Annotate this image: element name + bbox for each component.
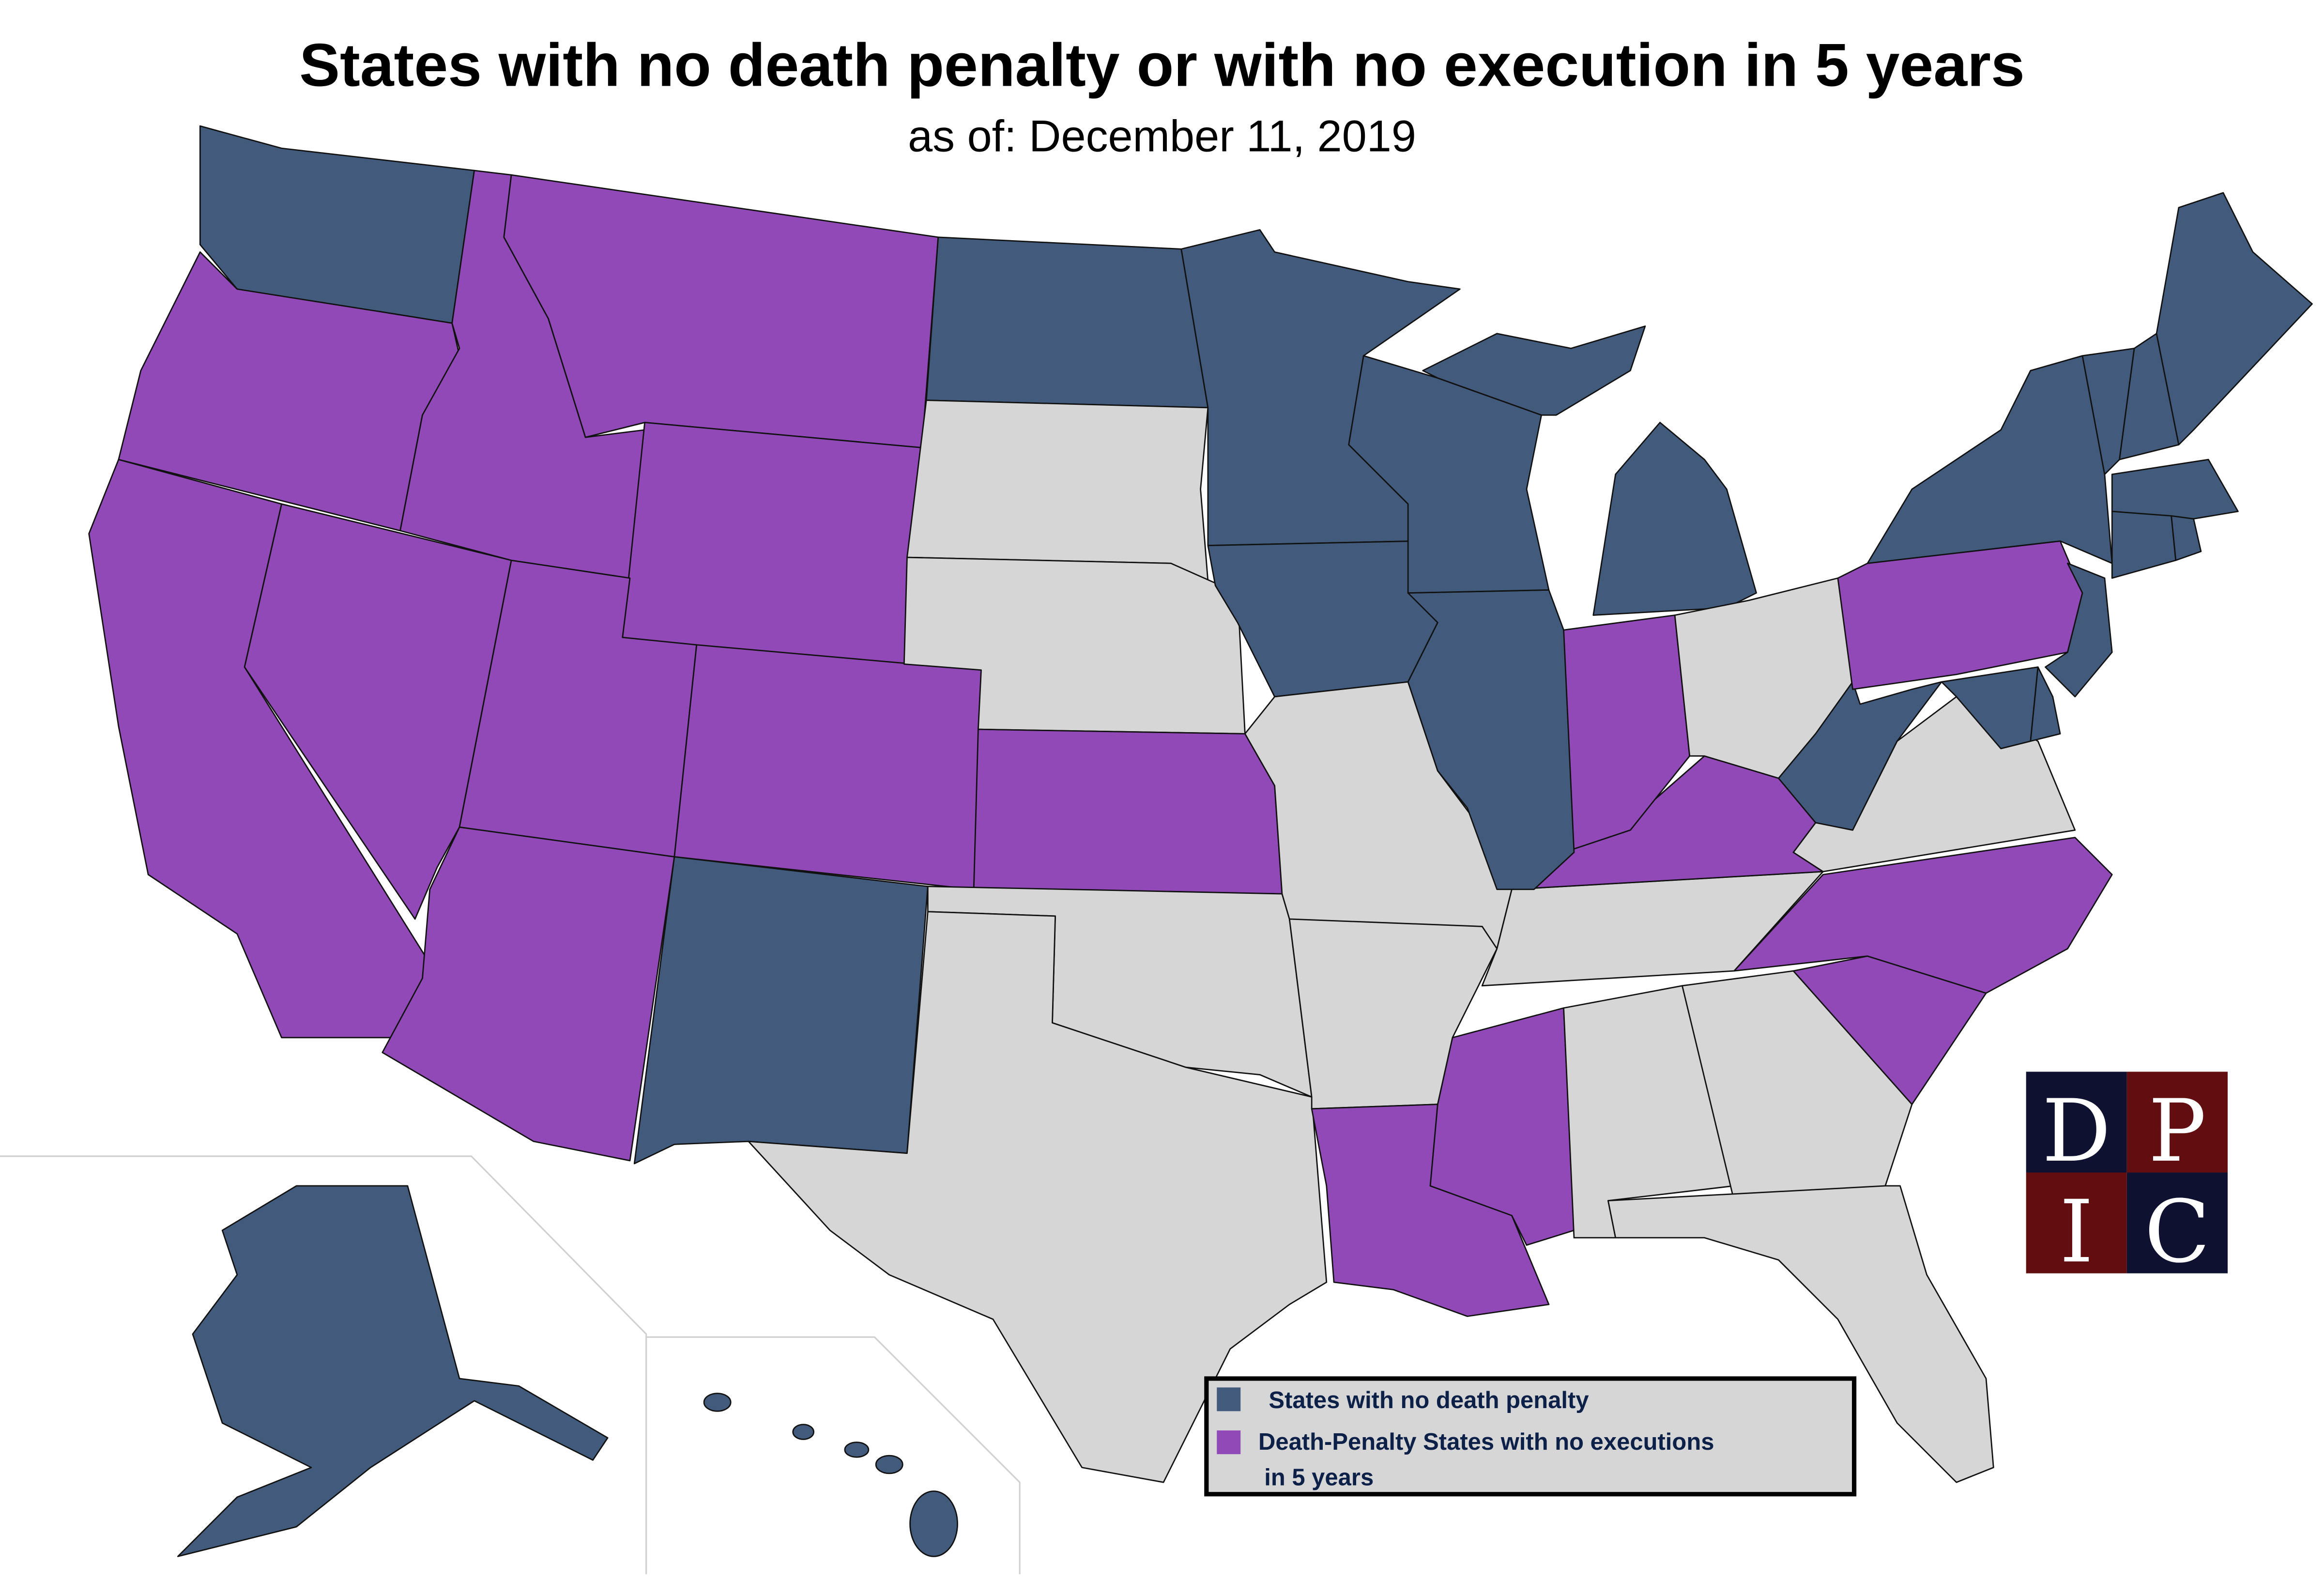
state-ri	[2171, 515, 2202, 561]
map-subtitle: as of: December 11, 2019	[908, 111, 1416, 161]
state-mi	[1592, 422, 1757, 616]
inset-dividers	[0, 1155, 1021, 1575]
state-hi-island	[844, 1442, 870, 1458]
legend-box	[1204, 1376, 1857, 1497]
state-hi-island	[909, 1490, 958, 1557]
state-sd	[906, 399, 1209, 582]
legend-label-no-executions-line2: in 5 years	[1264, 1464, 1374, 1490]
state-ks	[973, 728, 1283, 895]
legend: States with no death penalty Death-Penal…	[1204, 1376, 1857, 1497]
state-ga	[1682, 970, 1913, 1202]
state-tn	[1481, 871, 1824, 987]
state-tx	[748, 911, 1328, 1483]
legend-swatch-no-executions	[1217, 1430, 1241, 1455]
state-fl	[1607, 1185, 1994, 1483]
legend-label-no-death-penalty: States with no death penalty	[1269, 1387, 1589, 1413]
legend-label-no-executions: Death-Penalty States with no executions	[1258, 1429, 1714, 1455]
map-title: States with no death penalty or with no …	[299, 31, 2025, 99]
state-il	[1407, 589, 1575, 890]
state-hi-island	[875, 1455, 903, 1474]
state-hi-island	[703, 1393, 732, 1412]
state-nm	[633, 856, 929, 1165]
state-mi	[1422, 325, 1646, 416]
state-wy	[622, 422, 923, 668]
state-nd	[925, 236, 1209, 409]
legend-swatch-no-death-penalty	[1217, 1387, 1241, 1411]
logo-letter-c: C	[2144, 1181, 2210, 1282]
state-ct	[2111, 510, 2177, 579]
logo-letter-d: D	[2042, 1081, 2111, 1181]
dpic-logo: D P I C	[2026, 1072, 2228, 1282]
state-md	[1941, 666, 2039, 750]
state-co	[673, 644, 982, 890]
states-layer	[88, 125, 2313, 1557]
logo-letter-p: P	[2148, 1081, 2206, 1181]
logo-letter-i: I	[2060, 1181, 2094, 1282]
state-me	[2156, 192, 2313, 445]
state-de	[2030, 666, 2061, 742]
state-ny	[1866, 355, 2113, 564]
state-ak	[177, 1185, 609, 1557]
state-hi-island	[792, 1424, 814, 1440]
state-ma	[2111, 459, 2239, 520]
state-nj	[2045, 562, 2113, 698]
state-nc	[1733, 837, 2113, 994]
state-az	[382, 826, 675, 1162]
